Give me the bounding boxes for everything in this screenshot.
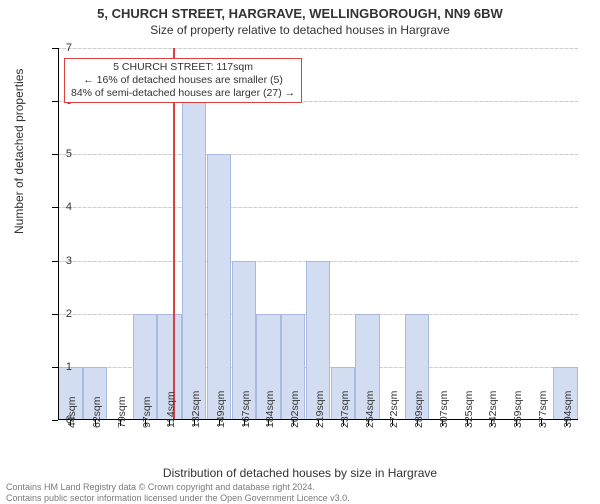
annotation-line: 84% of semi-detached houses are larger (… — [71, 87, 295, 100]
histogram-bar — [182, 101, 206, 420]
x-tick-label: 359sqm — [512, 391, 524, 428]
footer-line-2: Contains public sector information licen… — [6, 493, 594, 504]
x-tick-label: 237sqm — [339, 391, 351, 428]
y-tick-label: 5 — [12, 148, 72, 160]
gridline — [58, 207, 578, 208]
gridline — [58, 48, 578, 49]
x-tick-label: 44sqm — [66, 396, 78, 428]
x-tick-label: 325sqm — [463, 391, 475, 428]
x-tick-label: 254sqm — [364, 391, 376, 428]
y-tick-label: 7 — [12, 42, 72, 54]
reference-marker-line — [173, 48, 175, 420]
x-tick-label: 219sqm — [314, 391, 326, 428]
histogram-bar — [207, 154, 231, 420]
x-tick-label: 97sqm — [141, 396, 153, 428]
x-tick-label: 167sqm — [240, 391, 252, 428]
x-tick-label: 272sqm — [388, 391, 400, 428]
gridline — [58, 154, 578, 155]
x-tick-label: 149sqm — [215, 391, 227, 428]
x-tick-label: 394sqm — [562, 391, 574, 428]
footer-line-1: Contains HM Land Registry data © Crown c… — [6, 482, 594, 493]
chart-footer: Contains HM Land Registry data © Crown c… — [0, 480, 600, 502]
y-tick-label: 6 — [12, 95, 72, 107]
x-axis-label: Distribution of detached houses by size … — [0, 466, 600, 480]
x-tick-label: 289sqm — [413, 391, 425, 428]
y-tick-label: 2 — [12, 308, 72, 320]
x-tick-label: 79sqm — [116, 396, 128, 428]
chart-title: 5, CHURCH STREET, HARGRAVE, WELLINGBOROU… — [0, 0, 600, 21]
y-tick-label: 4 — [12, 201, 72, 213]
y-tick-label: 3 — [12, 255, 72, 267]
annotation-box: 5 CHURCH STREET: 117sqm← 16% of detached… — [64, 58, 302, 103]
chart-subtitle: Size of property relative to detached ho… — [0, 21, 600, 37]
y-tick-label: 1 — [12, 361, 72, 373]
annotation-line: 5 CHURCH STREET: 117sqm — [71, 61, 295, 74]
x-tick-label: 114sqm — [165, 391, 177, 428]
x-tick-label: 132sqm — [190, 391, 202, 428]
x-tick-label: 184sqm — [264, 391, 276, 428]
x-tick-label: 62sqm — [91, 396, 103, 428]
annotation-line: ← 16% of detached houses are smaller (5) — [71, 74, 295, 87]
x-tick-label: 377sqm — [537, 391, 549, 428]
chart-plot-area — [58, 48, 578, 420]
x-tick-label: 342sqm — [487, 391, 499, 428]
y-tick-label: 0 — [12, 414, 72, 426]
x-tick-label: 307sqm — [438, 391, 450, 428]
x-tick-label: 202sqm — [289, 391, 301, 428]
